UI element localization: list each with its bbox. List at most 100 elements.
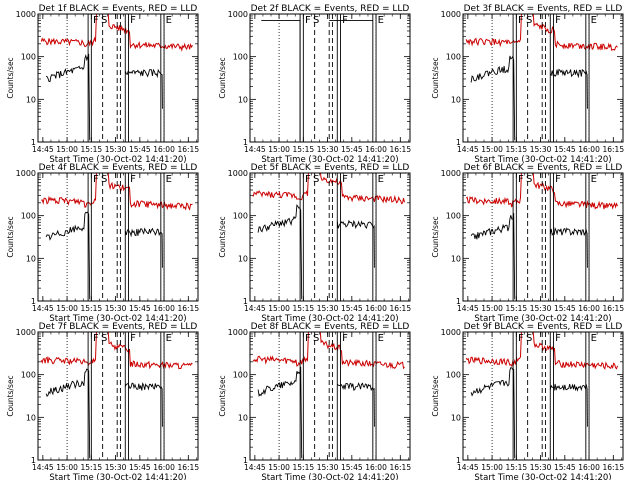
- event-marker-label: E: [591, 333, 597, 344]
- y-tick-label: 1: [456, 297, 461, 306]
- x-tick-label: 16:15: [177, 145, 199, 154]
- x-tick-label: 15:45: [341, 304, 363, 313]
- y-tick-label: 1000: [16, 328, 36, 337]
- x-tick-label: 14:45: [244, 145, 266, 154]
- y-tick-label: 100: [21, 212, 36, 221]
- y-tick-label: 10: [238, 413, 248, 422]
- y-tick-label: 1000: [16, 10, 36, 19]
- x-axis-label: Start Time (30-Oct-02 14:41:20): [49, 155, 186, 165]
- x-axis-label: Start Time (30-Oct-02 14:41:20): [261, 473, 398, 480]
- event-marker-label: F: [518, 174, 524, 185]
- chart-title: Det 4f BLACK = Events, RED = LLD: [39, 163, 198, 173]
- y-tick-label: 1: [456, 456, 461, 465]
- y-axis-label: Counts/sec: [6, 216, 15, 257]
- x-tick-label: 14:45: [457, 145, 479, 154]
- event-marker-label: F: [555, 333, 561, 344]
- x-tick-label: 15:30: [317, 463, 339, 472]
- y-axis-label: Counts/sec: [6, 375, 15, 416]
- x-tick-label: 16:00: [365, 145, 387, 154]
- plot-frame: [37, 172, 199, 302]
- y-tick-label: 1000: [441, 328, 461, 337]
- chart-panel-6: Det 6f BLACK = Events, RED = LLD Counts/s…: [431, 163, 624, 324]
- event-marker-label: F: [130, 174, 136, 185]
- x-tick-label: 15:00: [56, 463, 78, 472]
- x-tick-label: 16:00: [578, 463, 600, 472]
- y-tick-label: 100: [446, 212, 461, 221]
- x-tick-label: 16:00: [578, 145, 600, 154]
- plot-frame: [249, 172, 411, 302]
- x-tick-label: 15:15: [293, 145, 315, 154]
- x-tick-label: 15:00: [481, 304, 503, 313]
- chart-title: Det 5f BLACK = Events, RED = LLD: [251, 163, 410, 173]
- x-tick-label: 16:00: [153, 304, 175, 313]
- y-tick-label: 10: [451, 254, 461, 263]
- y-tick-label: 1000: [228, 328, 248, 337]
- event-marker-label: F: [130, 333, 136, 344]
- x-tick-label: 14:45: [244, 304, 266, 313]
- event-marker-label: F: [518, 333, 524, 344]
- plot-frame: [249, 331, 411, 461]
- y-tick-label: 1000: [441, 10, 461, 19]
- y-tick-label: 100: [233, 53, 248, 62]
- x-tick-label: 16:15: [389, 463, 411, 472]
- series-lld-line: [465, 14, 618, 51]
- y-axis-label: Counts/sec: [431, 216, 440, 257]
- event-marker-label: E: [166, 174, 172, 185]
- x-tick-label: 15:00: [268, 463, 290, 472]
- chart-title: Det 7f BLACK = Events, RED = LLD: [39, 322, 198, 332]
- x-tick-label: 15:15: [293, 304, 315, 313]
- x-tick-label: 15:45: [554, 304, 576, 313]
- x-tick-label: 15:15: [293, 463, 315, 472]
- x-tick-label: 15:30: [105, 304, 127, 313]
- x-tick-label: 15:30: [105, 463, 127, 472]
- x-tick-label: 15:00: [56, 304, 78, 313]
- event-marker-label: E: [591, 174, 597, 185]
- event-marker-label: E: [378, 15, 384, 26]
- event-marker-label: S: [313, 333, 319, 344]
- y-axis-label: Counts/sec: [218, 216, 227, 257]
- x-tick-label: 16:15: [602, 145, 624, 154]
- event-marker-label: S: [526, 174, 532, 185]
- x-tick-label: 15:15: [506, 304, 528, 313]
- event-marker-label: S: [313, 174, 319, 185]
- event-marker-label: E: [166, 333, 172, 344]
- chart-panel-7: Det 7f BLACK = Events, RED = LLD Counts/s…: [6, 322, 199, 480]
- plot-frame: [249, 13, 411, 143]
- y-tick-label: 100: [233, 371, 248, 380]
- event-marker-label: E: [591, 15, 597, 26]
- x-axis-label: Start Time (30-Oct-02 14:41:20): [261, 155, 398, 165]
- event-marker-label: F: [342, 174, 348, 185]
- y-axis-label: Counts/sec: [431, 375, 440, 416]
- event-marker-label: F: [93, 333, 99, 344]
- event-marker-label: F: [342, 333, 348, 344]
- series-events-line: [261, 20, 373, 141]
- x-tick-label: 15:45: [554, 463, 576, 472]
- event-marker-label: F: [305, 333, 311, 344]
- event-marker-label: E: [378, 333, 384, 344]
- x-tick-label: 16:15: [602, 304, 624, 313]
- y-tick-label: 1: [456, 138, 461, 147]
- x-tick-label: 15:30: [105, 145, 127, 154]
- event-marker-label: S: [313, 15, 319, 26]
- chart-title: Det 3f BLACK = Events, RED = LLD: [464, 4, 623, 14]
- plot-frame: [37, 331, 199, 461]
- y-tick-label: 1: [243, 297, 248, 306]
- event-marker-label: F: [555, 174, 561, 185]
- x-tick-label: 15:30: [317, 304, 339, 313]
- x-axis-label: Start Time (30-Oct-02 14:41:20): [474, 473, 611, 480]
- x-tick-label: 15:00: [268, 145, 290, 154]
- y-tick-label: 100: [446, 371, 461, 380]
- event-marker-label: F: [342, 15, 348, 26]
- series-events-line: [257, 204, 375, 300]
- y-tick-label: 100: [21, 53, 36, 62]
- plot-frame: [462, 172, 624, 302]
- x-tick-label: 15:45: [129, 463, 151, 472]
- y-tick-label: 1000: [228, 169, 248, 178]
- event-marker-label: F: [518, 15, 524, 26]
- x-tick-label: 15:45: [341, 463, 363, 472]
- y-tick-label: 1: [31, 297, 36, 306]
- y-tick-label: 10: [451, 95, 461, 104]
- chart-title: Det 8f BLACK = Events, RED = LLD: [251, 322, 410, 332]
- x-tick-label: 16:15: [389, 145, 411, 154]
